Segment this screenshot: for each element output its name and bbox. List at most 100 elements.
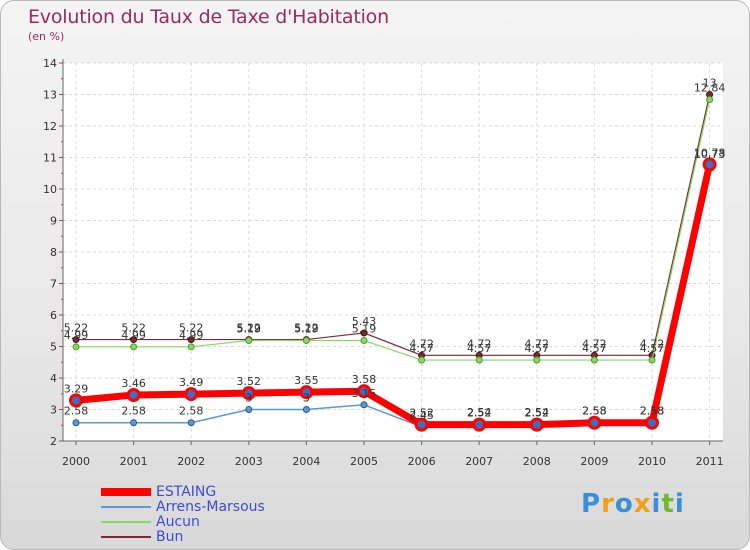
data-point-aucun bbox=[418, 356, 426, 364]
legend: ESTAING Arrens-Marsous Aucun Bun bbox=[101, 484, 301, 545]
data-label-aucun: 4.57 bbox=[525, 342, 550, 355]
data-point-aucun bbox=[533, 356, 541, 364]
data-label-estaing: 2.58 bbox=[640, 405, 665, 418]
data-label-arrens-marsous: 2.58 bbox=[582, 405, 607, 418]
data-point-arrens-marsous bbox=[187, 419, 195, 427]
data-label-aucun: 5.19 bbox=[352, 323, 377, 336]
data-label-bun: 5.22 bbox=[179, 322, 204, 335]
data-label-arrens-marsous: 2.45 bbox=[409, 409, 434, 422]
series-line-aucun bbox=[75, 98, 711, 361]
legend-swatch-aucun bbox=[101, 521, 151, 523]
logo-letter: o bbox=[614, 489, 634, 519]
data-label-estaing: 3.55 bbox=[294, 374, 319, 387]
legend-label-estaing: ESTAING bbox=[156, 484, 217, 500]
legend-swatch-bun bbox=[101, 536, 151, 538]
data-point-arrens-marsous bbox=[130, 419, 138, 427]
legend-item-bun: Bun bbox=[101, 529, 301, 545]
data-label-arrens-marsous: 2.54 bbox=[525, 406, 550, 419]
legend-swatch-estaing bbox=[101, 488, 151, 496]
data-label-aucun: 4.99 bbox=[179, 329, 204, 342]
data-point-arrens-marsous bbox=[360, 401, 368, 409]
data-label-aucun: 4.99 bbox=[64, 329, 89, 342]
data-label-estaing: 2.52 bbox=[467, 407, 492, 420]
proxiti-logo: Proxiti bbox=[581, 489, 685, 519]
chart-title: Evolution du Taux de Taxe d'Habitation bbox=[28, 6, 389, 28]
y-tick-label: 8 bbox=[50, 246, 57, 259]
data-point-aucun bbox=[475, 356, 483, 364]
x-tick-label: 2002 bbox=[177, 455, 205, 468]
data-label-estaing: 3.52 bbox=[237, 375, 262, 388]
data-point-estaing bbox=[69, 393, 83, 408]
logo-letter: r bbox=[601, 489, 615, 519]
x-tick-label: 2008 bbox=[523, 455, 551, 468]
data-label-bun: 13 bbox=[703, 77, 717, 90]
y-tick-label: 2 bbox=[50, 435, 57, 448]
y-tick-label: 14 bbox=[43, 57, 57, 70]
x-tick-label: 2003 bbox=[235, 455, 263, 468]
series-line-bun bbox=[75, 93, 711, 356]
data-point-estaing bbox=[587, 415, 602, 430]
data-label-bun: 4.72 bbox=[467, 337, 492, 350]
y-tick-label: 7 bbox=[50, 278, 57, 291]
data-label-bun: 4.72 bbox=[582, 337, 607, 350]
data-label-aucun: 4.57 bbox=[582, 342, 607, 355]
data-label-estaing: 3.49 bbox=[179, 376, 204, 389]
data-label-estaing: 2.52 bbox=[525, 407, 550, 420]
y-tick-label: 6 bbox=[50, 309, 57, 322]
y-tick-label: 10 bbox=[43, 183, 57, 196]
data-point-aucun bbox=[360, 337, 368, 345]
data-label-arrens-marsous: 10.73 bbox=[694, 148, 726, 161]
data-label-estaing: 3.29 bbox=[64, 382, 89, 395]
x-tick-label: 2000 bbox=[62, 455, 90, 468]
data-point-estaing bbox=[414, 417, 429, 432]
data-label-arrens-marsous: 3.15 bbox=[352, 387, 377, 400]
data-point-estaing bbox=[702, 157, 717, 172]
data-point-aucun bbox=[648, 356, 656, 364]
data-label-estaing: 10.78 bbox=[694, 146, 726, 159]
data-label-arrens-marsous: 2.58 bbox=[121, 405, 146, 418]
data-point-estaing bbox=[126, 388, 141, 403]
data-label-bun: 5.22 bbox=[237, 322, 262, 335]
y-tick-label: 12 bbox=[43, 120, 57, 133]
data-label-aucun: 4.57 bbox=[640, 342, 665, 355]
data-label-arrens-marsous: 2.58 bbox=[64, 405, 89, 418]
data-point-arrens-marsous bbox=[72, 419, 80, 427]
data-point-estaing bbox=[472, 417, 487, 432]
data-point-aucun bbox=[130, 343, 138, 351]
data-point-estaing bbox=[184, 387, 199, 402]
data-point-aucun bbox=[590, 356, 598, 364]
data-label-bun: 5.22 bbox=[64, 322, 89, 335]
data-point-aucun bbox=[302, 337, 310, 345]
data-label-bun: 5.22 bbox=[294, 322, 319, 335]
legend-item-aucun: Aucun bbox=[101, 514, 301, 530]
logo-letter: i bbox=[651, 489, 662, 519]
data-label-bun: 5.22 bbox=[121, 322, 146, 335]
y-tick-label: 3 bbox=[50, 404, 57, 417]
x-tick-label: 2004 bbox=[292, 455, 320, 468]
x-tick-label: 2005 bbox=[350, 455, 378, 468]
x-tick-label: 2006 bbox=[408, 455, 436, 468]
data-point-estaing bbox=[241, 386, 256, 401]
data-label-arrens-marsous: 2.58 bbox=[179, 405, 204, 418]
legend-item-estaing: ESTAING bbox=[101, 484, 301, 500]
logo-letter: i bbox=[674, 489, 685, 519]
legend-label-aucun: Aucun bbox=[156, 514, 200, 530]
data-label-estaing: 3.46 bbox=[121, 377, 146, 390]
data-label-estaing: 2.52 bbox=[409, 407, 434, 420]
y-tick-label: 4 bbox=[50, 372, 57, 385]
data-label-aucun: 5.19 bbox=[237, 323, 262, 336]
logo-letter: x bbox=[633, 489, 652, 519]
data-label-arrens-marsous: 3 bbox=[303, 392, 310, 405]
x-tick-label: 2011 bbox=[696, 455, 724, 468]
data-label-aucun: 12.84 bbox=[694, 82, 726, 95]
data-point-aucun bbox=[72, 343, 80, 351]
x-tick-label: 2010 bbox=[638, 455, 666, 468]
data-point-bun bbox=[130, 336, 138, 344]
data-point-bun bbox=[72, 336, 80, 344]
data-point-aucun bbox=[187, 343, 195, 351]
series-line-estaing bbox=[72, 160, 714, 429]
legend-label-arrens-marsous: Arrens-Marsous bbox=[156, 499, 265, 515]
logo-letter: P bbox=[581, 489, 602, 519]
logo-letter: t bbox=[661, 489, 675, 519]
data-point-estaing bbox=[529, 417, 544, 432]
